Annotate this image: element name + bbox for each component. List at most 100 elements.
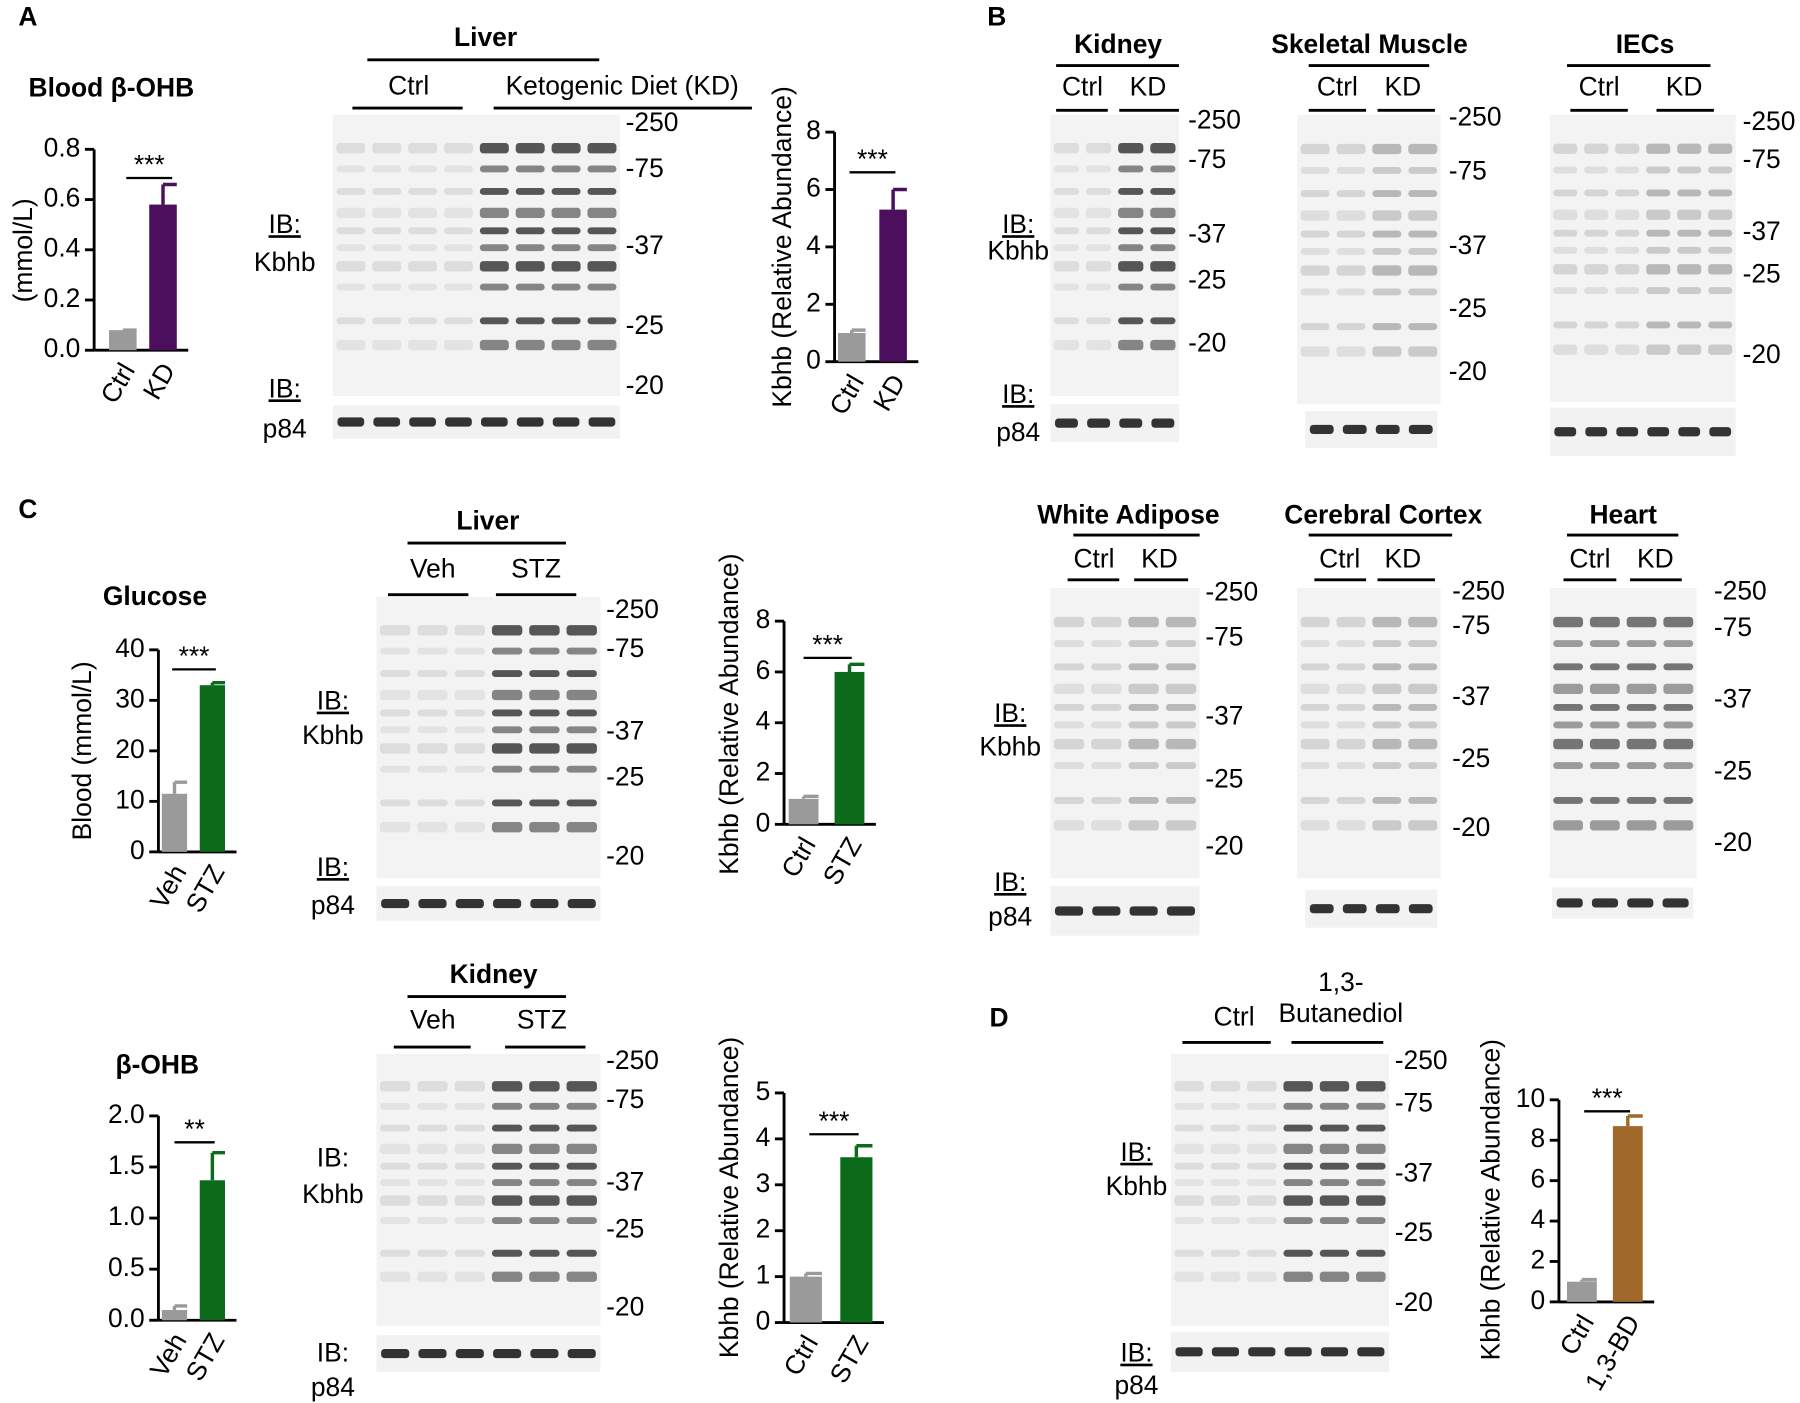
blot-band — [566, 709, 597, 717]
blot-band — [1589, 663, 1620, 671]
blot-band — [1356, 1124, 1386, 1132]
blot-band — [515, 261, 545, 272]
mw-marker: -20 — [606, 1292, 644, 1322]
blot-band — [491, 1102, 523, 1110]
group-label: Ctrl — [388, 70, 429, 100]
blot-band — [1283, 1102, 1313, 1110]
blot-band — [1626, 704, 1657, 711]
p84-band — [1175, 1347, 1203, 1357]
blot-band — [1336, 738, 1366, 750]
p84-band — [445, 417, 472, 427]
error-bar — [854, 1144, 873, 1158]
chart-title: Blood β-OHB — [29, 73, 195, 103]
blot-band — [454, 743, 486, 754]
blot-band — [1553, 229, 1578, 237]
group-label: Ctrl — [1062, 71, 1103, 101]
mw-marker: -75 — [606, 1084, 644, 1114]
blot-band — [1150, 339, 1176, 351]
blot-band — [566, 726, 597, 734]
blot-band — [1615, 166, 1640, 174]
blot-band — [1372, 166, 1402, 174]
blot-band — [1165, 820, 1197, 831]
blot-band — [479, 261, 509, 272]
p84-strip — [1549, 407, 1736, 456]
blot-band — [1210, 1217, 1241, 1225]
blot-band — [1646, 189, 1671, 197]
ib-label: IB: — [317, 686, 349, 716]
blot-band — [1553, 287, 1578, 294]
category-label: Ctrl — [777, 1330, 824, 1381]
blot-band — [587, 339, 617, 351]
blot-band — [515, 165, 545, 173]
blot-band — [1589, 738, 1620, 750]
blot-band — [515, 317, 545, 325]
blot-band — [1408, 230, 1438, 238]
blot-band — [1408, 704, 1438, 711]
p84-band — [1211, 1347, 1240, 1357]
blot-band — [479, 244, 509, 252]
blot-band — [336, 143, 366, 154]
blot-band — [1091, 683, 1122, 695]
blot-band — [1283, 1081, 1313, 1092]
blot-image — [1050, 587, 1200, 879]
group-label: Ctrl — [1073, 543, 1114, 573]
blot-band — [479, 188, 509, 195]
blot-band — [1626, 820, 1657, 831]
y-tick-label: 2 — [1530, 1244, 1545, 1274]
p84-band — [1408, 424, 1433, 435]
group-label: KD — [1141, 543, 1178, 573]
blot-band — [443, 339, 473, 351]
blot-band — [408, 207, 438, 219]
blot-band — [491, 1195, 523, 1206]
blot-band — [1677, 287, 1702, 294]
blot-band — [1372, 247, 1402, 255]
category-label: KD — [137, 358, 181, 405]
blot-band — [491, 1081, 523, 1092]
blot-image — [376, 1053, 601, 1326]
blot-band — [479, 317, 509, 325]
mw-marker: -250 — [1449, 101, 1502, 131]
ib-label: p84 — [311, 890, 355, 920]
blot-band — [379, 1217, 411, 1225]
mw-marker: -25 — [1395, 1217, 1433, 1247]
blot-band — [1085, 283, 1112, 291]
blot-band — [1663, 820, 1694, 831]
blot-band — [1708, 344, 1733, 355]
bar — [788, 798, 819, 825]
blot-band — [1372, 323, 1402, 331]
blot-image — [1549, 114, 1736, 402]
blot-band — [1085, 227, 1112, 235]
blot-image — [1297, 587, 1441, 879]
blot-band — [1663, 796, 1694, 804]
y-tick-label: 0.0 — [108, 1303, 145, 1333]
blot-band — [1646, 246, 1671, 254]
p84-strip — [376, 886, 601, 921]
blot-band — [529, 709, 560, 717]
mw-marker: -20 — [1743, 339, 1781, 369]
blot-band — [1053, 683, 1085, 695]
blot-band — [1165, 683, 1197, 695]
blot-band — [1085, 317, 1112, 325]
blot-band — [1091, 820, 1122, 831]
y-tick-label: 0.2 — [44, 283, 81, 313]
blot-band — [1336, 683, 1366, 695]
blot-band — [336, 244, 366, 252]
panel-letter: A — [18, 1, 37, 31]
y-axis-label: Blood (mmol/L) — [67, 661, 97, 840]
blot-band — [1372, 616, 1402, 628]
blot-band — [1408, 738, 1438, 750]
blot-band — [1300, 166, 1330, 174]
y-tick-label: 5 — [756, 1076, 771, 1106]
blot-band — [336, 339, 366, 351]
p84-band — [381, 1348, 410, 1359]
blot-band — [1615, 246, 1640, 254]
blot-band — [1553, 738, 1584, 750]
bar — [199, 1180, 225, 1321]
p84-band — [1342, 904, 1367, 914]
blot-band — [1085, 339, 1112, 351]
blot-band — [1408, 323, 1438, 331]
blot-band — [529, 689, 560, 701]
blot-band — [1165, 738, 1197, 750]
category-label: Ctrl — [775, 832, 822, 883]
blot-band — [1553, 344, 1578, 355]
